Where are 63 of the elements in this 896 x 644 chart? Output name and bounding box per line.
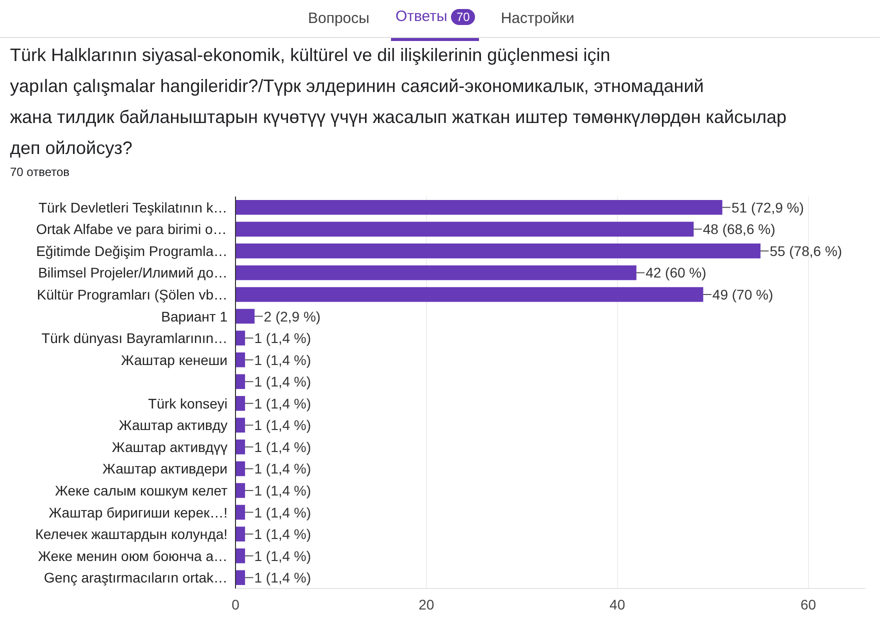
bar xyxy=(236,396,246,411)
y-tick-label: Türk Devletleri Teşkilatının k… xyxy=(38,199,228,216)
data-label: 55 (78,6 %) xyxy=(770,242,842,259)
bar xyxy=(236,200,722,215)
y-tick-label: Жеке менин оюм боюнча а… xyxy=(38,548,228,564)
bar xyxy=(236,461,246,476)
bar xyxy=(236,440,246,454)
bar xyxy=(236,352,246,368)
y-tick-label: Bilimsel Projeler/Илимий до… xyxy=(38,264,228,281)
bar xyxy=(236,222,694,237)
data-label: 1 (1,4 %) xyxy=(254,570,312,586)
text: Настройки xyxy=(500,8,574,29)
bar xyxy=(236,374,246,390)
bar xyxy=(236,287,704,302)
bar xyxy=(236,265,636,280)
y-tick-label: Eğitimde Değişim Programla… xyxy=(36,242,228,259)
text: Ответы xyxy=(395,8,448,26)
y-tick-label: Kültür Programları (Şölen vb… xyxy=(36,286,228,302)
data-label: 1 (1,4 %) xyxy=(254,438,312,455)
y-tick-label: Келечек жаштардын колунда! xyxy=(35,526,228,542)
data-label: 1 (1,4 %) xyxy=(254,526,312,542)
bar xyxy=(236,504,246,520)
x-tick-label: 20 xyxy=(418,596,434,612)
bar xyxy=(236,244,760,258)
text: Вопросы xyxy=(308,8,370,29)
data-label: 1 (1,4 %) xyxy=(254,548,312,564)
y-tick-label: Вариант 1 xyxy=(161,308,228,324)
y-tick-label: Türk dünyası Bayramlarının… xyxy=(42,330,228,346)
bar xyxy=(236,308,255,324)
x-tick-label: 0 xyxy=(232,596,240,612)
data-label: 1 (1,4 %) xyxy=(254,330,312,346)
data-label: 42 (60 %) xyxy=(646,264,706,281)
y-tick-label: Жаштар активду xyxy=(118,417,228,434)
x-tick-label: 60 xyxy=(800,596,816,612)
data-label: 1 (1,4 %) xyxy=(254,460,312,477)
data-label: 1 (1,4 %) xyxy=(254,352,312,368)
text: 70 ответов xyxy=(9,164,70,181)
bar xyxy=(236,418,246,433)
text: 70 xyxy=(451,9,475,26)
data-label: 1 (1,4 %) xyxy=(254,374,312,390)
y-tick-label: Жаштар активдери xyxy=(102,460,228,477)
bar xyxy=(236,483,246,498)
y-tick-label: Genç araştırmacıların ortak… xyxy=(44,570,228,586)
data-label: 48 (68,6 %) xyxy=(702,221,776,238)
bar xyxy=(236,548,246,564)
y-tick-label: Türk konseyi xyxy=(148,395,228,412)
data-label: 2 (2,9 %) xyxy=(264,308,321,324)
data-label: 51 (72,9 %) xyxy=(732,199,804,216)
y-tick-label: Жаштар биригиши керек…! xyxy=(48,504,228,520)
bar xyxy=(236,570,246,586)
x-tick-label: 40 xyxy=(610,596,626,612)
data-label: 49 (70 %) xyxy=(712,286,774,302)
chart-title: Türk Halklarının siyasal-ekonomik, kültürel ve dil ilişkilerinin güçlenmesi için yapılan çalışmalar hangileridir?/Түрк элдеринин саясий-экономикалык, этномаданий жана тилдик байланыштарын күчөтүү үчүн жасалып жаткан иштер төмөнкүлөрдөн кайсылар деп ойлойсуз? xyxy=(9,44,787,160)
y-tick-label: Жаштар активдүү xyxy=(112,438,228,455)
data-label: 1 (1,4 %) xyxy=(254,395,312,412)
data-label: 1 (1,4 %) xyxy=(254,504,312,520)
y-tick-label: Жаштар кенеши xyxy=(121,352,228,368)
data-label: 1 (1,4 %) xyxy=(254,482,312,498)
bar xyxy=(236,526,246,542)
bar xyxy=(236,330,246,346)
y-tick-label: Жеке салым кошкум келет xyxy=(55,482,228,498)
y-tick-label: Ortak Alfabe ve para birimi o… xyxy=(36,221,227,238)
data-label: 1 (1,4 %) xyxy=(254,417,312,434)
